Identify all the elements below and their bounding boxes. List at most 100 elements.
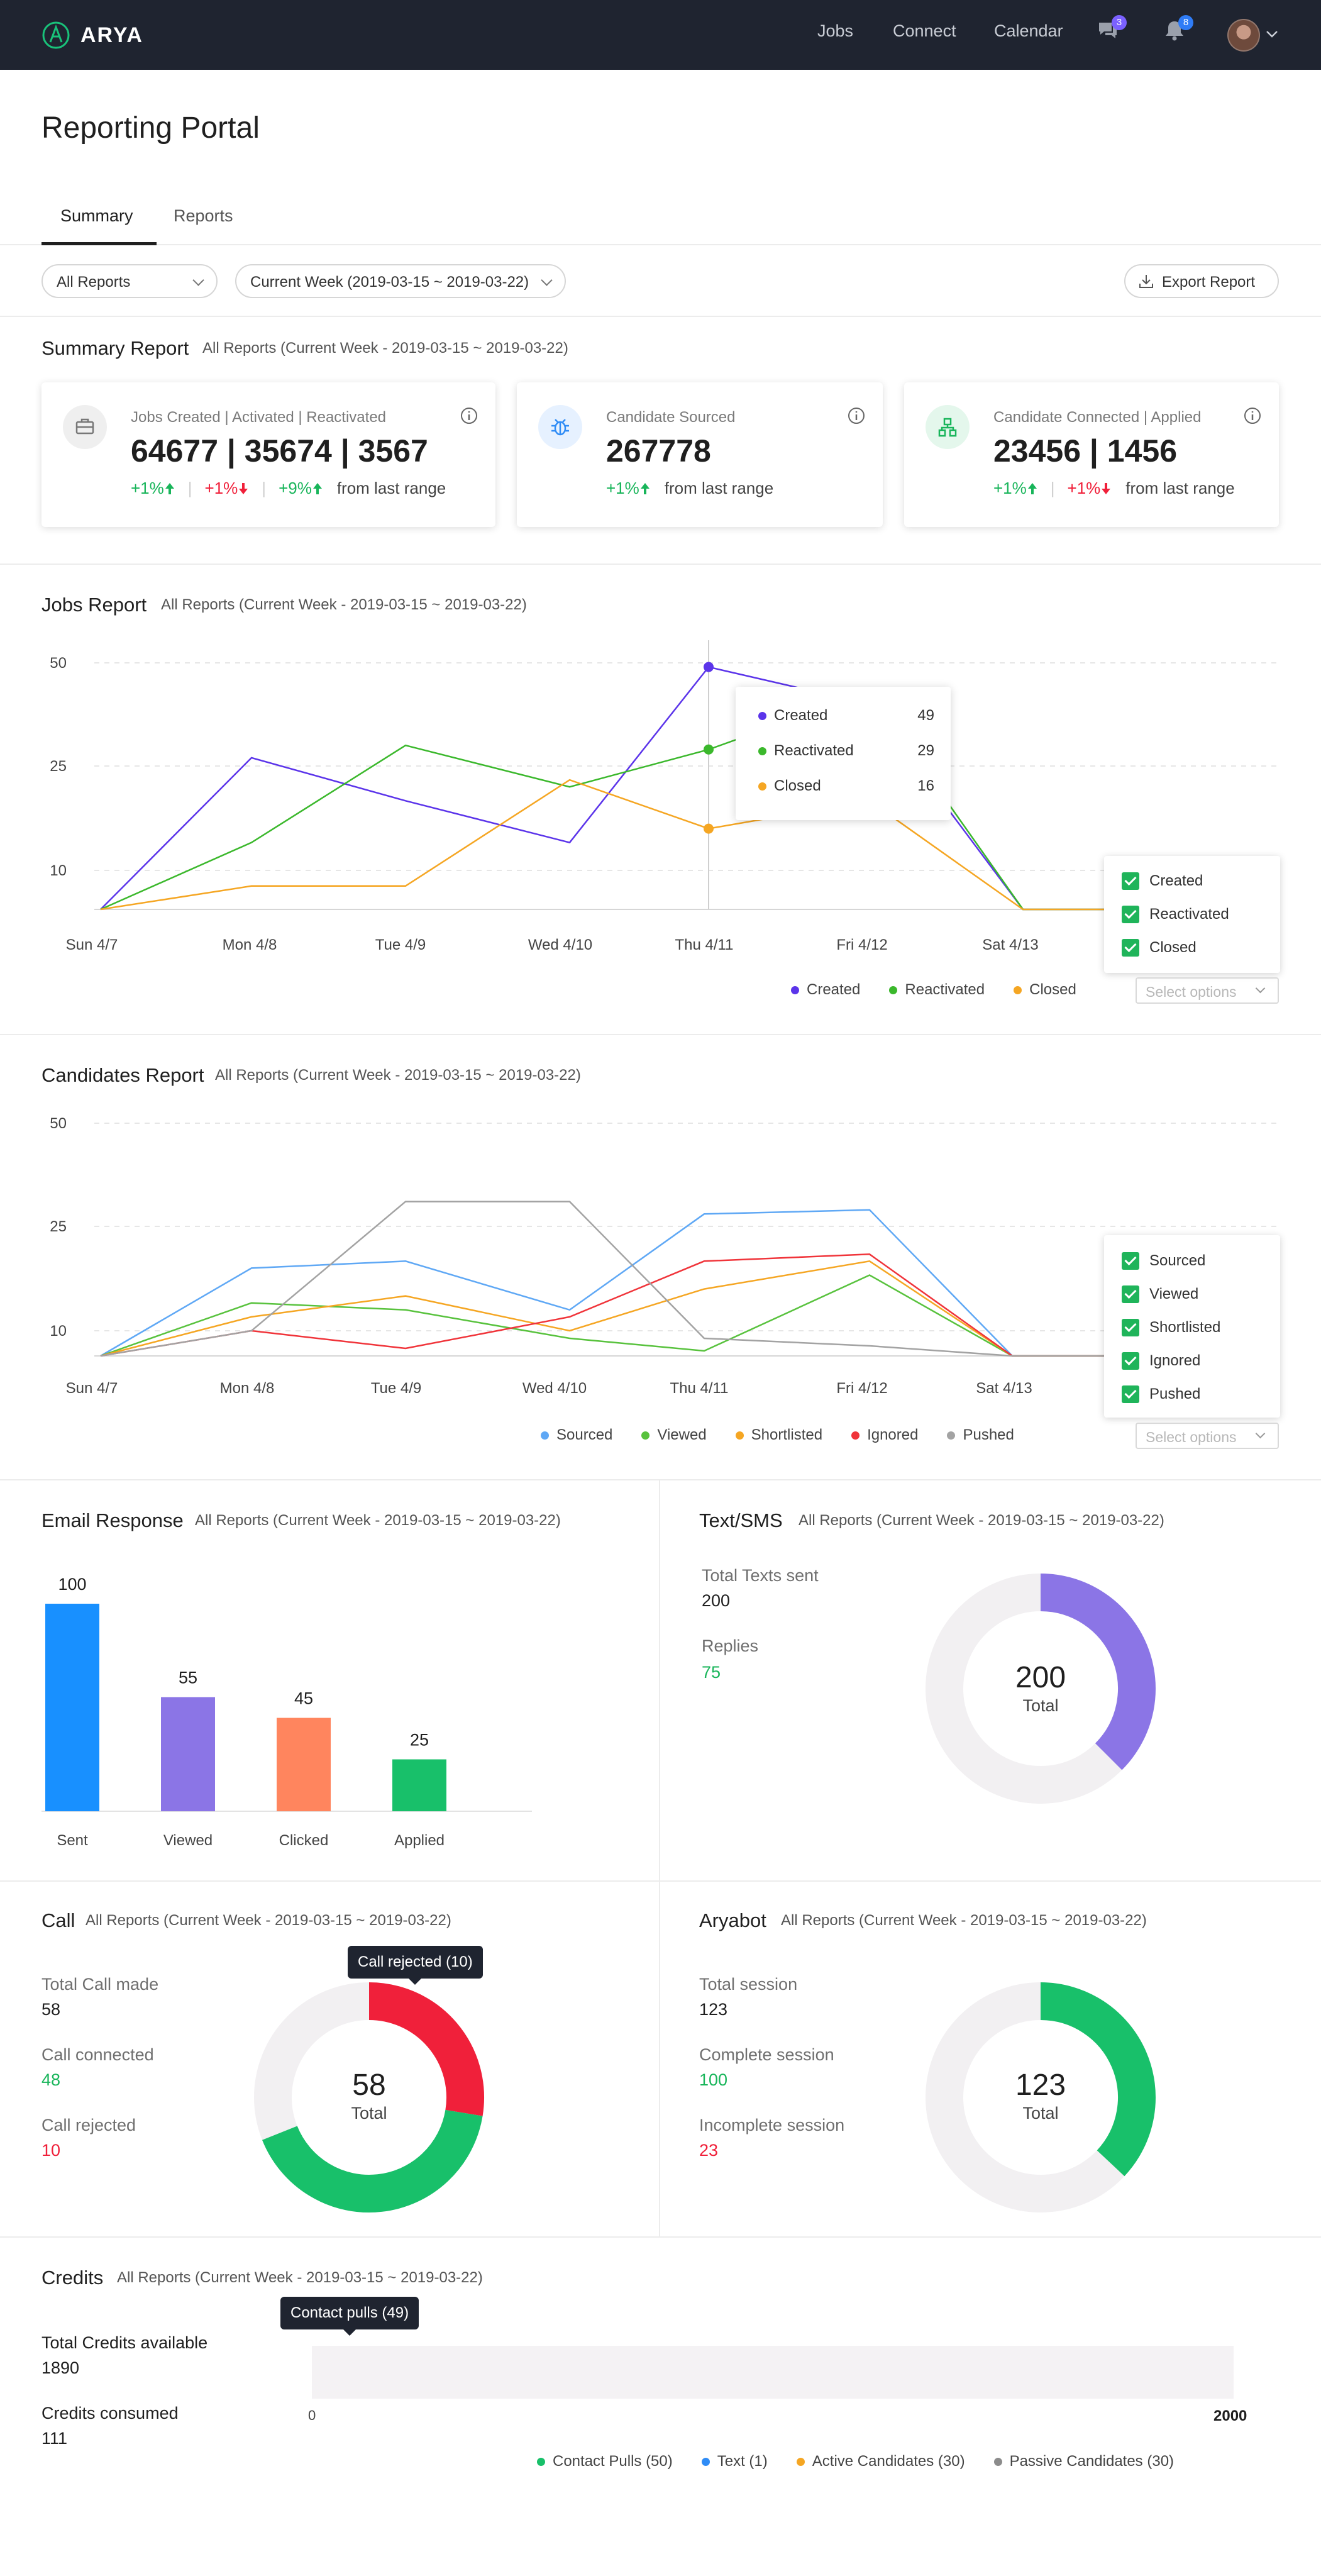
x-tick-label: Wed 4/10 bbox=[522, 1380, 587, 1397]
jobs-summary-card: Jobs Created | Activated | Reactivated 6… bbox=[41, 382, 495, 527]
legend-dot bbox=[947, 1431, 956, 1440]
series-line-created bbox=[100, 666, 1113, 911]
checkbox[interactable] bbox=[1122, 938, 1139, 957]
page-title: Reporting Portal bbox=[41, 111, 260, 145]
tab-summary[interactable]: Summary bbox=[60, 206, 133, 225]
date-range-select[interactable]: Current Week (2019-03-15 ~ 2019-03-22) bbox=[235, 264, 566, 298]
export-report-button[interactable]: Export Report bbox=[1124, 264, 1279, 298]
call-total-value: 58 bbox=[352, 2068, 386, 2102]
legend-label: Passive Candidates (30) bbox=[1009, 2453, 1175, 2470]
checklist-item-viewed[interactable]: Viewed bbox=[1104, 1277, 1280, 1311]
info-icon[interactable] bbox=[460, 406, 478, 425]
select-options-placeholder: Select options bbox=[1146, 984, 1237, 1000]
legend-label: Text (1) bbox=[717, 2453, 768, 2470]
briefcase-icon bbox=[63, 405, 107, 449]
credits-axis-max: 2000 bbox=[1213, 2407, 1247, 2424]
bar-category-label: Clicked bbox=[279, 1832, 329, 1849]
legend-item-created[interactable]: Created bbox=[791, 981, 860, 999]
messages-button[interactable]: 3 bbox=[1097, 15, 1127, 45]
checklist-label: Ignored bbox=[1149, 1352, 1201, 1369]
report-select-value: All Reports bbox=[57, 274, 131, 291]
checkbox[interactable] bbox=[1122, 1285, 1139, 1303]
bar-category-label: Viewed bbox=[163, 1832, 213, 1849]
candidates-line-chart: 10 25 50 Sun 4/7 Mon 4/8 Tue 4/9 Wed 4/10 Thu 4… bbox=[50, 1115, 1279, 1397]
tab-active-indicator bbox=[41, 242, 157, 245]
data-point-reactivated bbox=[704, 744, 714, 755]
jobs-chart-tooltip: Created 49 Reactivated 29 Closed 16 bbox=[736, 687, 951, 820]
checklist-label: Reactivated bbox=[1149, 905, 1229, 923]
total-call-value: 58 bbox=[41, 2000, 61, 2019]
credits-consumed-value: 111 bbox=[41, 2429, 68, 2448]
nav-calendar[interactable]: Calendar bbox=[994, 21, 1063, 40]
data-point-created bbox=[704, 662, 714, 672]
call-connected-label: Call connected bbox=[41, 2045, 154, 2064]
y-tick-label: 50 bbox=[50, 655, 67, 672]
candidates-select-options[interactable]: Select options bbox=[1136, 1423, 1279, 1449]
total-session-value: 123 bbox=[699, 2000, 728, 2019]
report-select[interactable]: All Reports bbox=[41, 264, 218, 298]
connected-summary-value: 23456 | 1456 bbox=[993, 433, 1178, 469]
nav-connect[interactable]: Connect bbox=[893, 21, 956, 40]
credits-title: Credits bbox=[41, 2267, 104, 2289]
x-tick-label: Tue 4/9 bbox=[371, 1380, 422, 1397]
call-donut-center: 58 Total bbox=[306, 2068, 432, 2123]
checkbox[interactable] bbox=[1122, 1385, 1139, 1403]
legend-dot bbox=[758, 711, 766, 720]
total-credits-label: Total Credits available bbox=[41, 2333, 208, 2352]
date-range-select-value: Current Week (2019-03-15 ~ 2019-03-22) bbox=[250, 274, 529, 291]
checklist-item-pushed[interactable]: Pushed bbox=[1104, 1377, 1280, 1411]
call-rejected-value: 10 bbox=[41, 2141, 61, 2160]
checklist-item-ignored[interactable]: Ignored bbox=[1104, 1344, 1280, 1377]
user-avatar[interactable] bbox=[1227, 19, 1260, 52]
legend-item-active-candidates: Active Candidates (30) bbox=[796, 2453, 965, 2470]
chevron-down-icon[interactable] bbox=[1265, 29, 1279, 39]
connected-summary-label: Candidate Connected | Applied bbox=[993, 409, 1202, 426]
checkbox[interactable] bbox=[1122, 1252, 1139, 1270]
checkbox[interactable] bbox=[1122, 1352, 1139, 1370]
bar-clicked bbox=[277, 1718, 331, 1811]
legend-label: Active Candidates (30) bbox=[812, 2453, 965, 2470]
legend-item-sourced[interactable]: Sourced bbox=[541, 1426, 612, 1444]
checklist-label: Shortlisted bbox=[1149, 1318, 1221, 1336]
legend-item-shortlisted[interactable]: Shortlisted bbox=[735, 1426, 822, 1444]
brand-logo[interactable]: ARYA bbox=[41, 19, 143, 52]
checklist-item-reactivated[interactable]: Reactivated bbox=[1104, 897, 1280, 931]
legend-dot bbox=[851, 1431, 860, 1440]
checkbox[interactable] bbox=[1122, 1318, 1139, 1336]
aryabot-subtitle: All Reports (Current Week - 2019-03-15 ~… bbox=[781, 1912, 1147, 1929]
text-sms-donut-chart bbox=[926, 1574, 1156, 1804]
legend-item-reactivated[interactable]: Reactivated bbox=[889, 981, 985, 999]
legend-item-pushed[interactable]: Pushed bbox=[947, 1426, 1014, 1444]
info-icon[interactable] bbox=[847, 406, 866, 425]
aryabot-donut-center: 123 Total bbox=[978, 2068, 1103, 2123]
bar-sent bbox=[45, 1604, 99, 1811]
checklist-item-shortlisted[interactable]: Shortlisted bbox=[1104, 1311, 1280, 1344]
checkbox[interactable] bbox=[1122, 872, 1139, 890]
checklist-item-created[interactable]: Created bbox=[1104, 864, 1280, 897]
bar-category-label: Sent bbox=[57, 1832, 88, 1849]
checkbox[interactable] bbox=[1122, 905, 1139, 923]
notifications-button[interactable]: 8 bbox=[1163, 15, 1193, 45]
nav-jobs[interactable]: Jobs bbox=[817, 21, 854, 40]
donut-segment-call-connected bbox=[262, 2109, 483, 2212]
series-line-shortlisted bbox=[100, 1260, 1113, 1357]
trend-suffix: from last range bbox=[1125, 479, 1235, 497]
legend-item-ignored[interactable]: Ignored bbox=[851, 1426, 918, 1444]
chat-icon bbox=[1099, 23, 1117, 38]
info-icon[interactable] bbox=[1243, 406, 1262, 425]
checklist-item-sourced[interactable]: Sourced bbox=[1104, 1244, 1280, 1277]
tooltip-row-reactivated: Reactivated 29 bbox=[758, 742, 934, 760]
tab-reports[interactable]: Reports bbox=[174, 206, 233, 225]
contact-pulls-tooltip: Contact pulls (49) bbox=[280, 2297, 419, 2336]
donut-segment-complete-session bbox=[1040, 1982, 1156, 2177]
legend-item-viewed[interactable]: Viewed bbox=[641, 1426, 707, 1444]
message-count-badge: 3 bbox=[1112, 15, 1127, 30]
checklist-item-closed[interactable]: Closed bbox=[1104, 931, 1280, 964]
x-tick-label: Fri 4/12 bbox=[836, 1380, 887, 1397]
legend-item-closed[interactable]: Closed bbox=[1014, 981, 1076, 999]
trend-value: +1% bbox=[1067, 479, 1101, 497]
legend-dot bbox=[1014, 985, 1022, 994]
total-texts-value: 200 bbox=[702, 1591, 731, 1610]
y-tick-label: 25 bbox=[50, 1218, 67, 1235]
jobs-select-options[interactable]: Select options bbox=[1136, 977, 1279, 1004]
